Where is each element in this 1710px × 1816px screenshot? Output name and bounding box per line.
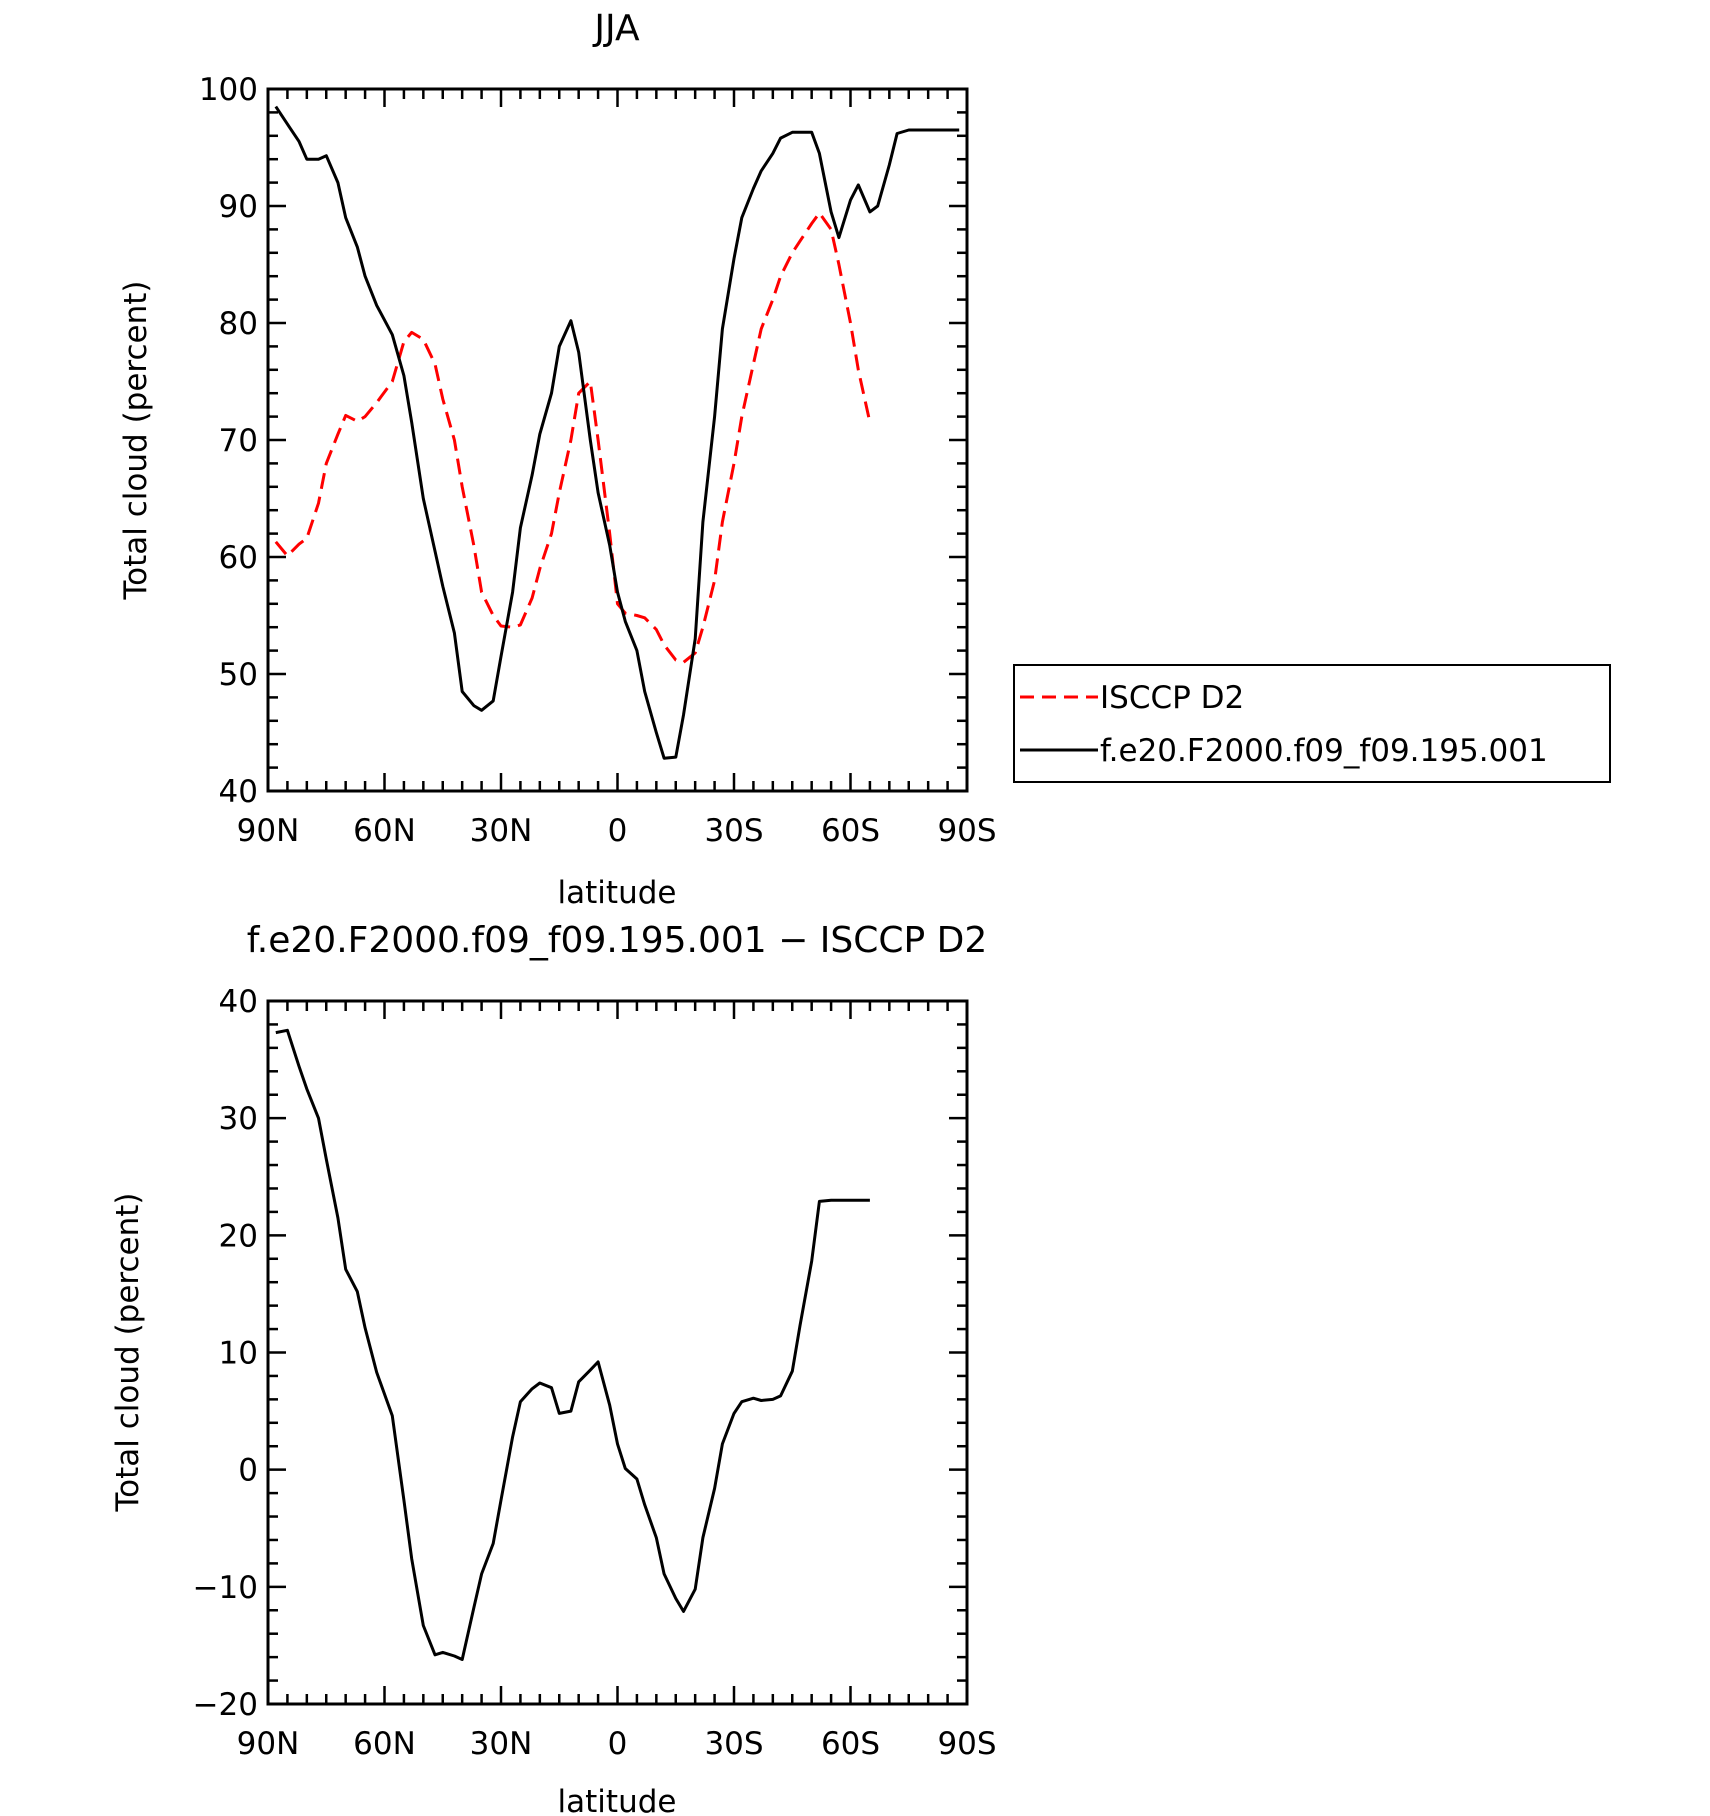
y-tick-label: 70	[219, 423, 258, 459]
x-tick-label: 30N	[470, 813, 533, 849]
y-tick-label: 10	[219, 1336, 258, 1372]
x-tick-label: 90S	[937, 813, 996, 849]
y-tick-label: 80	[219, 306, 258, 342]
y-axis-label: Total cloud (percent)	[110, 1193, 146, 1513]
legend-label-model: f.e20.F2000.f09_f09.195.001	[1100, 733, 1548, 769]
series-line	[275, 1028, 870, 1661]
plot-frame	[266, 87, 969, 793]
x-tick-label: 90N	[237, 1726, 300, 1762]
y-tick-label: −10	[193, 1570, 258, 1606]
legend: ISCCP D2 f.e20.F2000.f09_f09.195.001	[1013, 664, 1611, 783]
panel-bottom-chart: f.e20.F2000.f09_f09.195.001 − ISCCP D2 −…	[110, 920, 997, 1816]
y-tick-label: 50	[219, 657, 258, 693]
x-tick-label: 30N	[470, 1726, 533, 1762]
x-tick-label: 60N	[353, 813, 416, 849]
x-tick-label: 30S	[704, 1726, 763, 1762]
x-tick-label: 30S	[704, 813, 763, 849]
x-tick-label: 60N	[353, 1726, 416, 1762]
series-layer	[274, 105, 960, 760]
y-tick-labels: 40 50 60 70 80 90 100	[199, 72, 258, 810]
x-axis-label: latitude	[558, 875, 677, 911]
series-line	[274, 105, 960, 760]
x-tick-labels: 90N 60N 30N 0 30S 60S 90S	[237, 1726, 997, 1762]
x-axis-label: latitude	[558, 1784, 677, 1816]
plot-frame	[266, 999, 969, 1706]
legend-label-isccp: ISCCP D2	[1100, 680, 1244, 716]
y-tick-label: 40	[219, 984, 258, 1020]
y-tick-label: 100	[199, 72, 258, 108]
x-tick-label: 0	[608, 813, 628, 849]
y-tick-label: −20	[193, 1687, 258, 1723]
x-tick-label: 90N	[237, 813, 300, 849]
series-layer	[275, 1028, 870, 1661]
y-tick-labels: −20 −10 0 10 20 30 40	[193, 984, 258, 1723]
series-line	[274, 211, 872, 664]
y-axis-label: Total cloud (percent)	[118, 281, 154, 601]
y-tick-label: 90	[219, 189, 258, 225]
y-tick-label: 0	[238, 1453, 258, 1489]
x-tick-label: 60S	[821, 813, 880, 849]
x-tick-label: 90S	[937, 1726, 996, 1762]
chart-title: f.e20.F2000.f09_f09.195.001 − ISCCP D2	[247, 920, 988, 961]
chart-title: JJA	[592, 8, 640, 49]
x-tick-label: 60S	[821, 1726, 880, 1762]
x-tick-label: 0	[608, 1726, 628, 1762]
legend-box	[1013, 664, 1611, 783]
y-tick-label: 60	[219, 540, 258, 576]
x-tick-labels: 90N 60N 30N 0 30S 60S 90S	[237, 813, 997, 849]
y-tick-label: 20	[219, 1218, 258, 1254]
y-tick-label: 40	[219, 774, 258, 810]
y-tick-label: 30	[219, 1101, 258, 1137]
